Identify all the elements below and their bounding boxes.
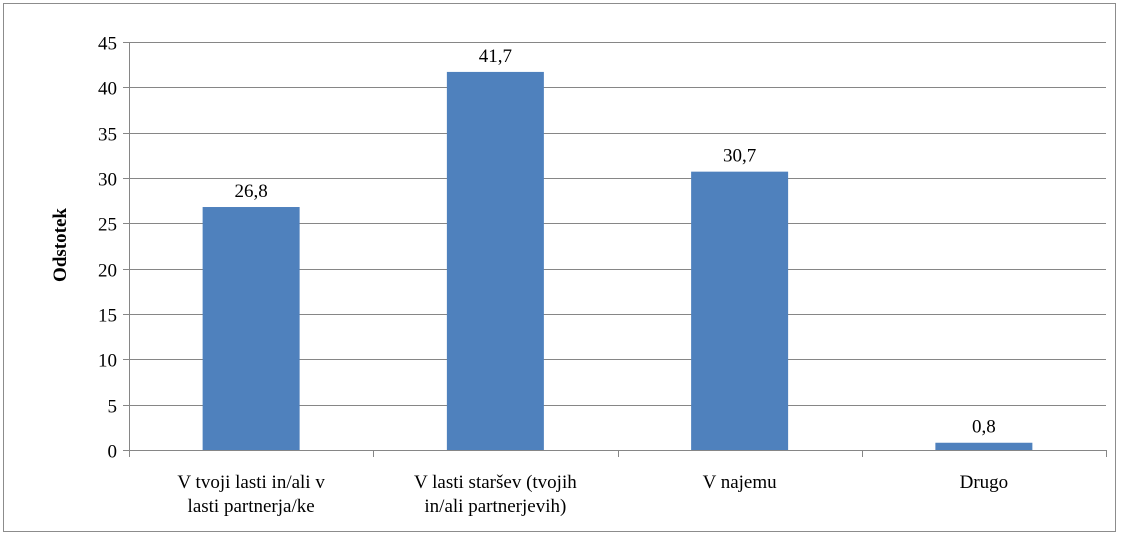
- y-tick-label: 45: [98, 34, 117, 55]
- data-label: 30,7: [723, 146, 756, 167]
- y-tick-label: 25: [98, 215, 117, 236]
- chart-frame: [3, 3, 1116, 532]
- axes: [123, 42, 1107, 457]
- y-tick-label: 30: [98, 170, 117, 191]
- bars: [202, 71, 1033, 451]
- y-tick-label: 20: [98, 261, 117, 282]
- data-label: 26,8: [235, 181, 268, 202]
- x-category-label: V lasti staršev (tvojih in/ali partnerjev…: [414, 472, 577, 517]
- x-category-label: V tvoji lasti in/ali v lasti partnerja/ke: [177, 472, 325, 517]
- bar: [202, 207, 300, 450]
- y-tick-label: 10: [98, 351, 117, 372]
- y-tick-label: 15: [98, 306, 117, 327]
- y-tick-label: 40: [98, 79, 117, 100]
- y-axis-title: Odstotek: [50, 208, 71, 282]
- data-label: 41,7: [479, 46, 512, 67]
- data-label: 0,8: [972, 417, 996, 438]
- y-tick-labels: 0 5 10 15 20 25 30 35 40 45: [98, 34, 117, 463]
- bar: [446, 71, 544, 451]
- bar: [935, 442, 1033, 450]
- y-tick-label: 35: [98, 125, 117, 146]
- y-tick-label: 5: [108, 397, 118, 418]
- bar: [691, 171, 789, 451]
- x-category-labels: V tvoji lasti in/ali v lasti partnerja/ke…: [177, 472, 1008, 517]
- x-category-label: Drugo: [960, 472, 1009, 493]
- x-category-label: V najemu: [703, 472, 778, 493]
- data-labels: 26,8 41,7 30,7 0,8: [235, 46, 996, 438]
- y-tick-label: 0: [108, 442, 118, 463]
